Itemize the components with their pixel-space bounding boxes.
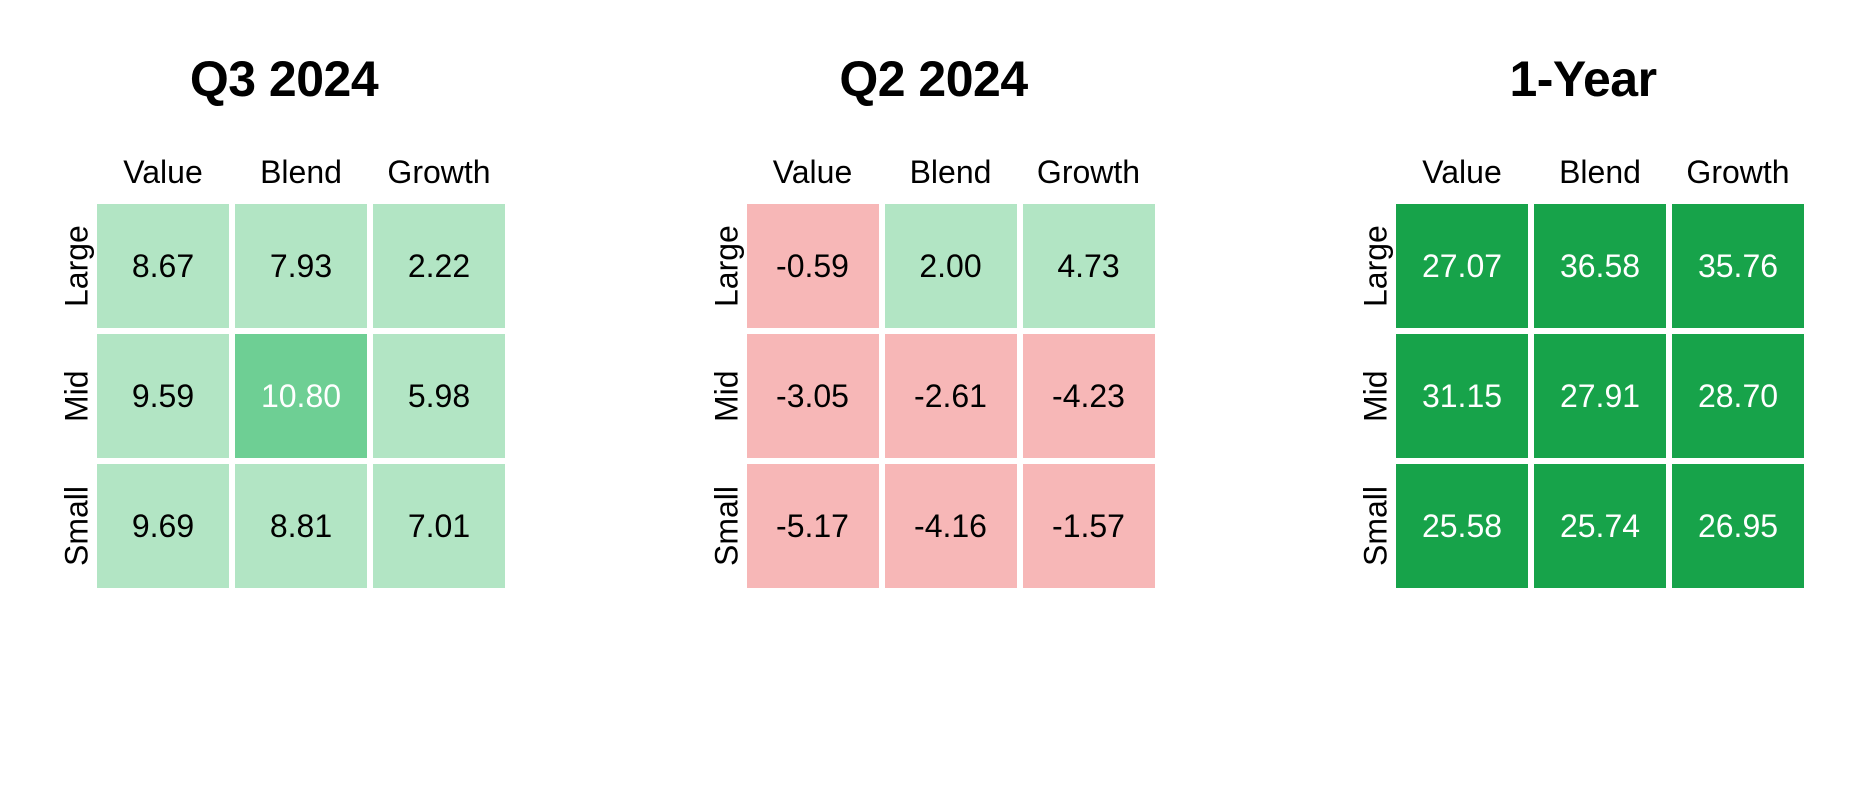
row-label-small: Small <box>710 461 744 591</box>
panel-title: Q2 2024 <box>839 50 1027 108</box>
cell: -5.17 <box>744 461 882 591</box>
col-label-value: Value <box>744 143 882 201</box>
grid-corner <box>60 143 94 201</box>
cell: 10.80 <box>232 331 370 461</box>
col-label-value: Value <box>1393 143 1531 201</box>
cell: 5.98 <box>370 331 508 461</box>
style-box-grid: Value Blend Growth Large 27.07 36.58 35.… <box>1359 143 1807 591</box>
cell: 7.01 <box>370 461 508 591</box>
row-label-small: Small <box>60 461 94 591</box>
style-box-grid: Value Blend Growth Large -0.59 2.00 4.73… <box>710 143 1158 591</box>
cell: -2.61 <box>882 331 1020 461</box>
col-label-blend: Blend <box>882 143 1020 201</box>
cell: -3.05 <box>744 331 882 461</box>
cell: 2.00 <box>882 201 1020 331</box>
panel-q3-2024: Q3 2024 Value Blend Growth Large 8.67 7.… <box>60 50 508 591</box>
row-label-mid: Mid <box>710 331 744 461</box>
panel-q2-2024: Q2 2024 Value Blend Growth Large -0.59 2… <box>710 50 1158 591</box>
cell: 8.67 <box>94 201 232 331</box>
cell: 35.76 <box>1669 201 1807 331</box>
cell: 9.59 <box>94 331 232 461</box>
cell: 27.91 <box>1531 331 1669 461</box>
cell: -0.59 <box>744 201 882 331</box>
cell: 9.69 <box>94 461 232 591</box>
panel-title: Q3 2024 <box>190 50 378 108</box>
cell: 28.70 <box>1669 331 1807 461</box>
col-label-value: Value <box>94 143 232 201</box>
cell: 8.81 <box>232 461 370 591</box>
row-label-large: Large <box>60 201 94 331</box>
row-label-small: Small <box>1359 461 1393 591</box>
cell: 2.22 <box>370 201 508 331</box>
style-box-grid: Value Blend Growth Large 8.67 7.93 2.22 … <box>60 143 508 591</box>
col-label-growth: Growth <box>1020 143 1158 201</box>
cell: 27.07 <box>1393 201 1531 331</box>
row-label-large: Large <box>710 201 744 331</box>
style-box-panels: Q3 2024 Value Blend Growth Large 8.67 7.… <box>0 0 1867 786</box>
cell: -4.23 <box>1020 331 1158 461</box>
cell: -4.16 <box>882 461 1020 591</box>
cell: 36.58 <box>1531 201 1669 331</box>
cell: 26.95 <box>1669 461 1807 591</box>
cell: 31.15 <box>1393 331 1531 461</box>
cell: -1.57 <box>1020 461 1158 591</box>
cell: 4.73 <box>1020 201 1158 331</box>
col-label-blend: Blend <box>232 143 370 201</box>
col-label-growth: Growth <box>1669 143 1807 201</box>
panel-title: 1-Year <box>1509 50 1656 108</box>
cell: 25.74 <box>1531 461 1669 591</box>
grid-corner <box>710 143 744 201</box>
cell: 7.93 <box>232 201 370 331</box>
col-label-blend: Blend <box>1531 143 1669 201</box>
cell: 25.58 <box>1393 461 1531 591</box>
row-label-mid: Mid <box>1359 331 1393 461</box>
grid-corner <box>1359 143 1393 201</box>
row-label-mid: Mid <box>60 331 94 461</box>
panel-1-year: 1-Year Value Blend Growth Large 27.07 36… <box>1359 50 1807 591</box>
col-label-growth: Growth <box>370 143 508 201</box>
row-label-large: Large <box>1359 201 1393 331</box>
